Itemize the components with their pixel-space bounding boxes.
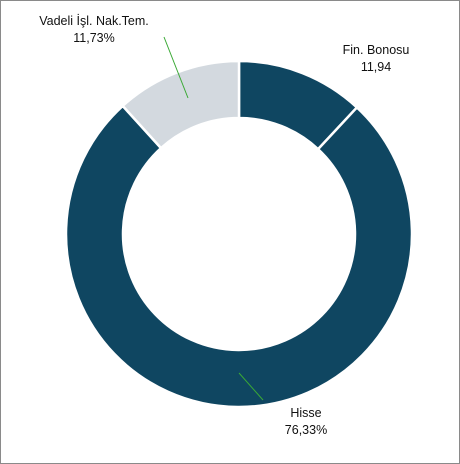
leader-line (163, 36, 189, 99)
slice-value-label: 11,94 (361, 60, 391, 74)
slice-label: Vadeli İşl. Nak.Tem. (39, 14, 149, 28)
slice-value-label: 11,73% (73, 31, 114, 45)
slice-label: Fin. Bonosu (343, 43, 410, 57)
leader-line (238, 372, 264, 401)
donut-slice-hisse (64, 104, 414, 409)
slice-value-label: 76,33% (285, 423, 327, 437)
donut-slice-vadeli-i-l-nak-tem- (120, 59, 241, 150)
slice-label: Hisse (290, 406, 321, 420)
